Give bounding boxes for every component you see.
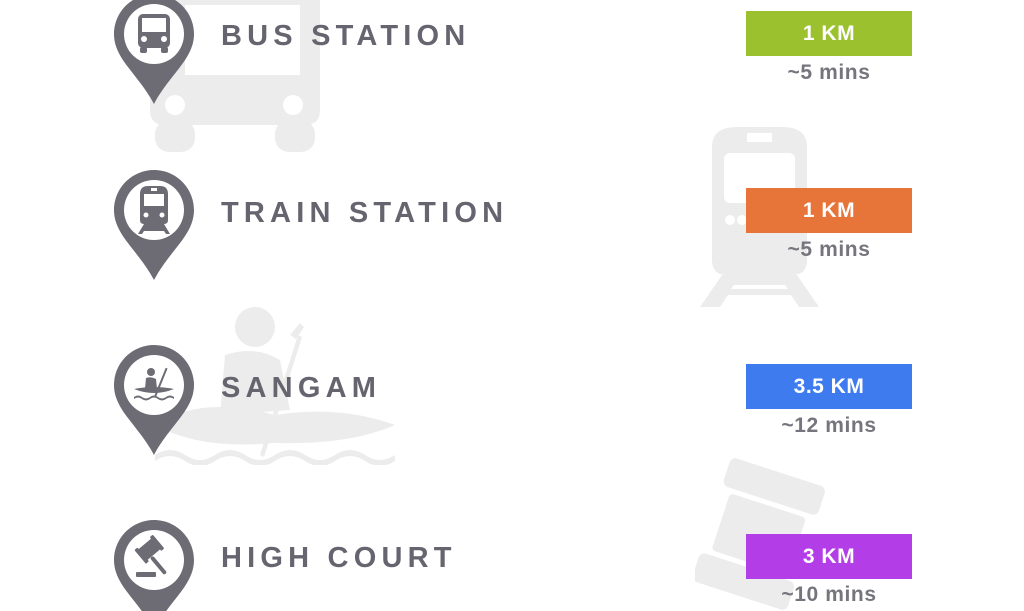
train-icon <box>138 186 170 234</box>
train-pin <box>114 170 194 280</box>
location-row-high-court: HIGH COURT 3 KM ~10 mins <box>0 520 1024 611</box>
kayak-illustration <box>155 307 395 465</box>
travel-time: ~5 mins <box>787 61 871 84</box>
travel-time: ~5 mins <box>787 238 871 261</box>
bus-icon <box>138 14 170 53</box>
distance-badge: 1 KM <box>746 188 912 233</box>
location-row-sangam: SANGAM 3.5 KM ~12 mins <box>0 345 1024 465</box>
location-row-bus-station: BUS STATION 1 KM ~5 mins <box>0 0 1024 120</box>
location-name: SANGAM <box>221 372 382 404</box>
bus-illustration <box>150 0 320 152</box>
train-illustration <box>700 127 819 307</box>
distance-badge: 3 KM <box>746 534 912 579</box>
location-name: BUS STATION <box>221 20 471 52</box>
gavel-pin <box>114 520 194 611</box>
kayak-pin <box>114 345 194 455</box>
bus-pin <box>114 0 194 104</box>
travel-time: ~10 mins <box>781 583 877 606</box>
kayak-icon <box>134 367 174 401</box>
distance-badge: 1 KM <box>746 11 912 56</box>
location-name: TRAIN STATION <box>221 197 509 229</box>
location-name: HIGH COURT <box>221 542 457 574</box>
location-row-train-station: TRAIN STATION 1 KM ~5 mins <box>0 170 1024 290</box>
distance-badge: 3.5 KM <box>746 364 912 409</box>
travel-time: ~12 mins <box>781 414 877 437</box>
gavel-icon <box>134 535 167 577</box>
